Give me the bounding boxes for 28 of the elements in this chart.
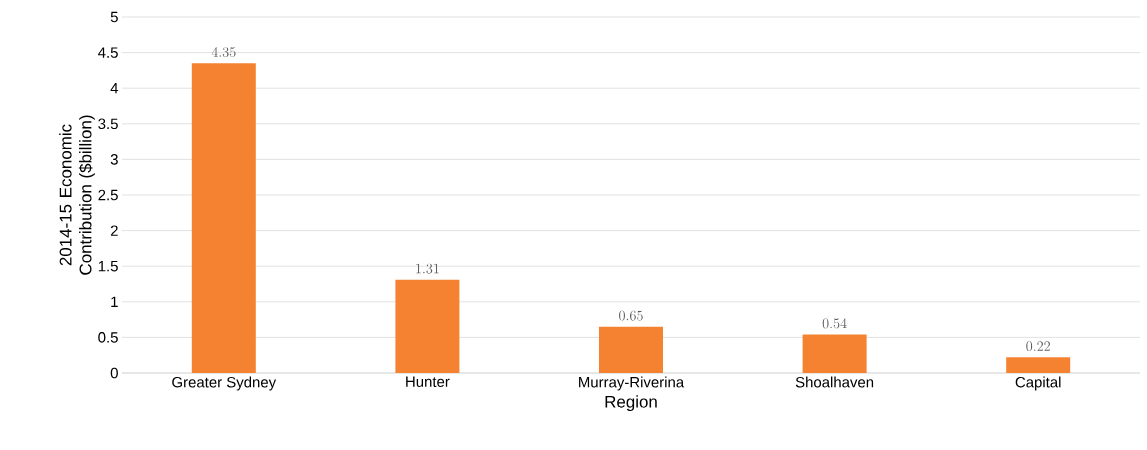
y-tick-label: 0.5	[98, 332, 118, 343]
y-tick-label: 4.5	[98, 47, 118, 58]
y-tick-label: 5	[110, 11, 118, 23]
y-tick-label: 1	[111, 296, 118, 307]
data-label: 0.54	[822, 318, 847, 329]
x-axis-title: Region	[605, 395, 657, 412]
y-tick-label: 3.5	[98, 118, 118, 130]
y-tick-label: 1.5	[98, 260, 118, 272]
y-tick-label: 3	[110, 154, 118, 165]
x-tick-label: Hunter	[406, 376, 450, 387]
bar	[802, 334, 867, 373]
y-tick-label: 4	[110, 83, 119, 94]
y-axis-title: 2014-15 Economic Contribution ($billion)	[59, 115, 95, 275]
y-tick-label: 2	[110, 225, 118, 236]
data-label: 1 .31	[416, 263, 439, 274]
bar	[395, 279, 460, 373]
x-tick-label: Capital	[1015, 376, 1061, 391]
x-tick-label: Murray-Riverina	[579, 376, 685, 391]
y-tick-label: 0	[110, 367, 118, 379]
bar	[1006, 357, 1071, 373]
x-tick-label: Shoalhaven	[795, 376, 874, 388]
data-label: 0.65	[619, 310, 643, 321]
data-label: 4.35	[211, 47, 236, 58]
y-tick-label: 2.5	[98, 189, 118, 201]
bar	[191, 63, 256, 373]
data-label: 0.22	[1026, 341, 1050, 352]
x-tick-label: Greater Sydney	[172, 376, 277, 391]
bar	[599, 326, 663, 373]
